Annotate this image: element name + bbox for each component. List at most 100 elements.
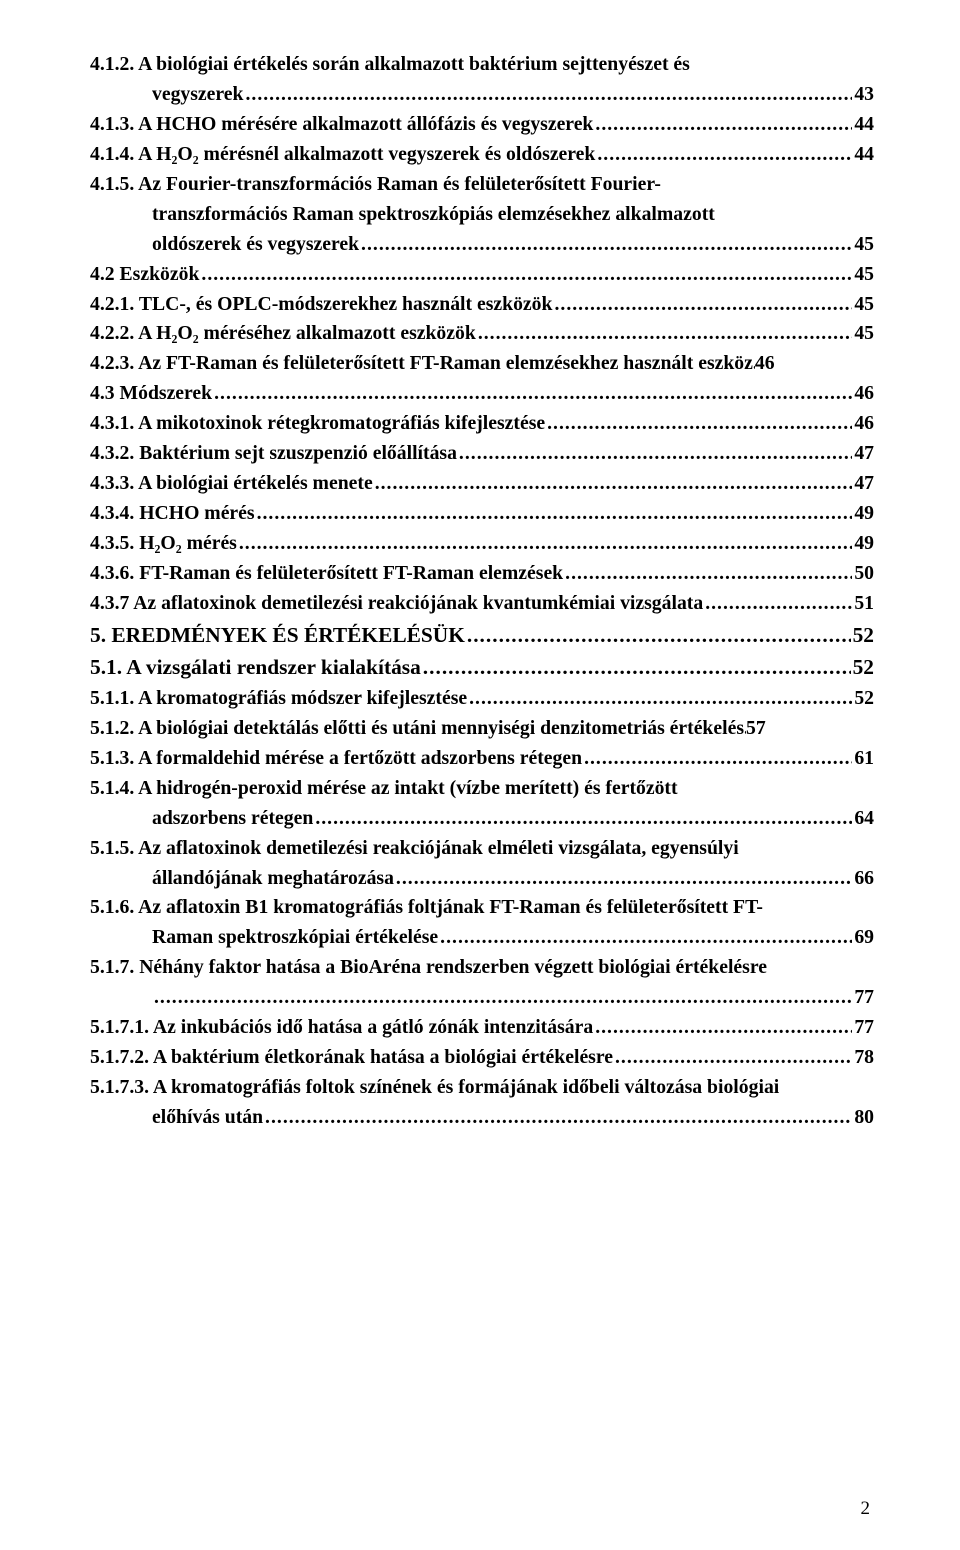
toc-entry-label: 5.1.2. A biológiai detektálás előtti és … — [90, 714, 744, 744]
toc-leader-dots — [239, 529, 852, 559]
toc-leader-dots — [257, 499, 853, 529]
toc-entry-page: 45 — [854, 290, 874, 320]
toc-entry: vegyszerek 43 — [90, 80, 874, 110]
toc-entry-page: 46 — [854, 409, 874, 439]
toc-entry: 4.2.1. TLC-, és OPLC-módszerekhez haszná… — [90, 290, 874, 320]
toc-entry-page: 52 — [853, 651, 874, 684]
toc-entry: 5.1.4. A hidrogén-peroxid mérése az inta… — [90, 774, 874, 804]
toc-entry-label: 5.1.7.3. A kromatográfiás foltok színéne… — [90, 1073, 779, 1103]
toc-entry: 5.1.2. A biológiai detektálás előtti és … — [90, 714, 874, 744]
toc-entry-page: 80 — [854, 1103, 874, 1133]
toc-entry-label: 4.1.3. A HCHO mérésére alkalmazott állóf… — [90, 110, 593, 140]
toc-leader-dots — [375, 469, 853, 499]
toc-entry-page: 66 — [854, 864, 874, 894]
toc-entry-label: 4.3.2. Baktérium sejt szuszpenzió előáll… — [90, 439, 457, 469]
toc-entry-label: 4.3 Módszerek — [90, 379, 212, 409]
toc-entry: 5.1.3. A formaldehid mérése a fertőzött … — [90, 744, 874, 774]
toc-leader-dots — [315, 804, 852, 834]
toc-entry: transzformációs Raman spektroszkópiás el… — [90, 200, 874, 230]
toc-entry-label: 5. EREDMÉNYEK ÉS ÉRTÉKELÉSÜK — [90, 619, 465, 652]
toc-entry-label: 4.3.4. HCHO mérés — [90, 499, 255, 529]
toc-entry-page: 64 — [854, 804, 874, 834]
toc-entry-page: 45 — [854, 260, 874, 290]
toc-entry: 4.2.2. A H₂O₂ méréséhez alkalmazott eszk… — [90, 319, 874, 349]
toc-entry-page: 45 — [854, 230, 874, 260]
toc-leader-dots — [361, 230, 852, 260]
toc-entry-page: 77 — [854, 1013, 874, 1043]
toc-entry-label: 5.1.4. A hidrogén-peroxid mérése az inta… — [90, 774, 678, 804]
toc-entry-label: előhívás után — [152, 1103, 263, 1133]
toc-leader-dots — [565, 559, 852, 589]
toc-leader-dots — [597, 140, 852, 170]
toc-entry: 5.1.5. Az aflatoxinok demetilezési reakc… — [90, 834, 874, 864]
toc-entry-page: 46 — [755, 349, 775, 379]
toc-entry-label: 4.1.2. A biológiai értékelés során alkal… — [90, 50, 690, 80]
toc-entry-label: 5.1. A vizsgálati rendszer kialakítása — [90, 651, 421, 684]
toc-entry-page: 50 — [854, 559, 874, 589]
toc-entry-label: 5.1.5. Az aflatoxinok demetilezési reakc… — [90, 834, 739, 864]
toc-entry-label: 5.1.1. A kromatográfiás módszer kifejles… — [90, 684, 467, 714]
toc-entry-page: 61 — [854, 744, 874, 774]
toc-entry-page: 78 — [854, 1043, 874, 1073]
toc-leader-dots — [584, 744, 852, 774]
toc-entry: 5.1.7.3. A kromatográfiás foltok színéne… — [90, 1073, 874, 1103]
toc-leader-dots — [547, 409, 852, 439]
toc-leader-dots — [459, 439, 852, 469]
toc-entry-page: 52 — [853, 619, 874, 652]
toc-entry-label: 5.1.7.1. Az inkubációs idő hatása a gátl… — [90, 1013, 593, 1043]
toc-entry: adszorbens rétegen 64 — [90, 804, 874, 834]
toc-entry: Raman spektroszkópiai értékelése 69 — [90, 923, 874, 953]
toc-entry-page: 52 — [854, 684, 874, 714]
toc-entry: 4.3.2. Baktérium sejt szuszpenzió előáll… — [90, 439, 874, 469]
toc-entry-label: 5.1.3. A formaldehid mérése a fertőzött … — [90, 744, 582, 774]
toc-leader-dots — [595, 1013, 852, 1043]
toc-entry-page: 69 — [854, 923, 874, 953]
toc-leader-dots — [478, 319, 853, 349]
toc-leader-dots — [705, 589, 852, 619]
toc-entry-label: transzformációs Raman spektroszkópiás el… — [152, 200, 715, 230]
toc-entry: 5.1.6. Az aflatoxin B1 kromatográfiás fo… — [90, 893, 874, 923]
toc-entry-label: 4.2.2. A H₂O₂ méréséhez alkalmazott eszk… — [90, 319, 476, 349]
toc-entry: 4.1.4. A H₂O₂ mérésnél alkalmazott vegys… — [90, 140, 874, 170]
toc-entry: 5.1.7.1. Az inkubációs idő hatása a gátl… — [90, 1013, 874, 1043]
toc-leader-dots — [595, 110, 852, 140]
toc-entry-label: oldószerek és vegyszerek — [152, 230, 359, 260]
toc-entry-page: 43 — [854, 80, 874, 110]
toc-entry-label: adszorbens rétegen — [152, 804, 313, 834]
toc-entry: oldószerek és vegyszerek 45 — [90, 230, 874, 260]
toc-entry-label: állandójának meghatározása — [152, 864, 394, 894]
toc-entry-page: 46 — [854, 379, 874, 409]
toc-entry-label: 4.2 Eszközök — [90, 260, 199, 290]
toc-entry: 77 — [90, 983, 874, 1013]
toc-entry: 5.1.7. Néhány faktor hatása a BioAréna r… — [90, 953, 874, 983]
toc-entry-label: 5.1.7. Néhány faktor hatása a BioAréna r… — [90, 953, 767, 983]
toc-entry-label: Raman spektroszkópiai értékelése — [152, 923, 438, 953]
toc-entry-label: 4.3.1. A mikotoxinok rétegkromatográfiás… — [90, 409, 545, 439]
toc-entry: 5.1. A vizsgálati rendszer kialakítása 5… — [90, 651, 874, 684]
toc-entry-page: 49 — [854, 499, 874, 529]
toc-leader-dots — [201, 260, 852, 290]
toc-entry-label: 4.3.7 Az aflatoxinok demetilezési reakci… — [90, 589, 703, 619]
toc-leader-dots — [396, 864, 852, 894]
toc-entry-page: 44 — [854, 110, 874, 140]
toc-entry-page: 45 — [854, 319, 874, 349]
toc-leader-dots — [467, 619, 851, 652]
toc-leader-dots — [469, 684, 852, 714]
toc-entry: 4.3.4. HCHO mérés 49 — [90, 499, 874, 529]
toc-entry-label: vegyszerek — [152, 80, 243, 110]
toc-entry: 5.1.7.2. A baktérium életkorának hatása … — [90, 1043, 874, 1073]
toc-entry-label: 4.3.6. FT-Raman és felületerősített FT-R… — [90, 559, 563, 589]
toc-leader-dots — [265, 1103, 852, 1133]
toc-entry-page: 49 — [854, 529, 874, 559]
toc-entry-page: 47 — [854, 439, 874, 469]
toc-entry: 4.2.3. Az FT-Raman és felületerősített F… — [90, 349, 874, 379]
toc-entry-page: 47 — [854, 469, 874, 499]
toc-entry: 4.1.2. A biológiai értékelés során alkal… — [90, 50, 874, 80]
toc-leader-dots — [154, 983, 852, 1013]
toc-entry: 5.1.1. A kromatográfiás módszer kifejles… — [90, 684, 874, 714]
toc-entry: 4.3.6. FT-Raman és felületerősített FT-R… — [90, 559, 874, 589]
toc-entry: 4.1.3. A HCHO mérésére alkalmazott állóf… — [90, 110, 874, 140]
toc-entry-label: 5.1.7.2. A baktérium életkorának hatása … — [90, 1043, 613, 1073]
toc-entry-label: 4.2.1. TLC-, és OPLC-módszerekhez haszná… — [90, 290, 552, 320]
toc-leader-dots — [245, 80, 852, 110]
